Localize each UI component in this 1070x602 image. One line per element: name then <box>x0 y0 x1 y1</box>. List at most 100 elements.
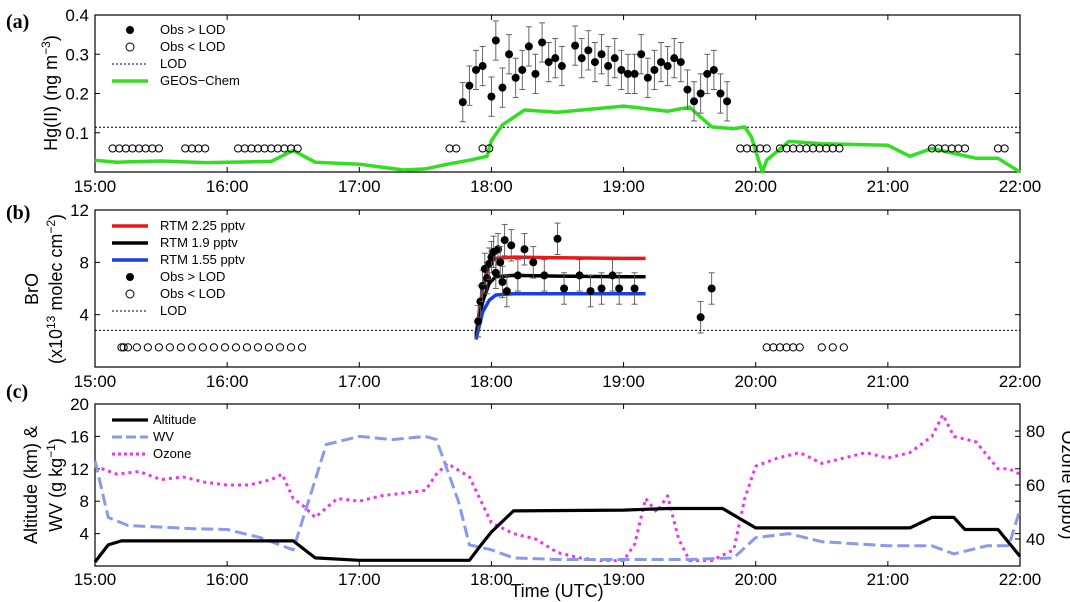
panel-a-obs-above-lod-point <box>524 42 533 51</box>
panel-a-obs-above-lod-point <box>703 69 712 78</box>
panel-a-obs-above-lod-point <box>590 58 599 67</box>
panel-a-obs-below-lod-point <box>782 144 791 153</box>
panel-a-xtick-label: 22:00 <box>999 177 1042 196</box>
panel-a-obs-above-lod-point <box>670 54 679 63</box>
panel-b-obs-above-lod-point <box>597 284 606 293</box>
panel-a-obs-below-lod-point <box>181 144 190 153</box>
panel-b-xtick-label: 16:00 <box>206 372 249 391</box>
panel-b-obs-above-lod-point <box>608 271 617 280</box>
panel-b-obs-above-lod-point <box>529 258 538 267</box>
panel-b-legend-obs-above-marker <box>126 273 134 281</box>
panel-b-obs-below-lod-point <box>769 343 778 352</box>
panel-a-xtick-label: 21:00 <box>867 177 910 196</box>
panel-a-xtick-label: 20:00 <box>734 177 777 196</box>
panel-a-obs-above-lod-point <box>716 89 725 98</box>
panel-a-geos-chem-line <box>94 104 1021 174</box>
panel-c-right-ytick-label: 60 <box>1026 476 1045 495</box>
panel-a-obs-above-lod-point <box>604 62 613 71</box>
panel-a-obs-below-lod-point <box>789 144 798 153</box>
panel-a-obs-below-lod-point <box>280 144 289 153</box>
panel-a-obs-above-lod-point <box>544 58 553 67</box>
panel-a-obs-above-lod-point <box>511 73 520 82</box>
panel-a-obs-above-lod-point <box>557 62 566 71</box>
panel-c-label: (c) <box>6 381 28 403</box>
panel-a-obs-below-lod-point <box>947 144 956 153</box>
panel-c-ytick-label: 4 <box>80 525 89 544</box>
panel-b-xtick-label: 19:00 <box>602 372 645 391</box>
panel-a-xtick-label: 18:00 <box>470 177 513 196</box>
panel-a: (a) Hg(II) (ng m−3) 15:00 16:00 17:00 18:00… <box>6 6 1041 196</box>
panel-c-xtick-label: 20:00 <box>734 570 777 589</box>
panel-b-ytick-label: 12 <box>70 201 89 220</box>
panel-b-obs-below-lod-point <box>143 343 152 352</box>
panel-b-obs-below-lod-point <box>775 343 785 352</box>
panel-c-ozone-line <box>94 413 1021 563</box>
panel-a-obs-above-lod-point <box>723 97 732 106</box>
panel-a-obs-below-lod-point <box>736 144 745 153</box>
panel-a-obs-below-lod-point <box>954 144 963 153</box>
panel-a-obs-below-lod-point <box>822 144 831 153</box>
panel-b: (b) BrO (x1013 molec cm−2) 15:00 16:00 17:… <box>6 201 1041 391</box>
panel-a-obs-below-lod-point <box>293 144 302 153</box>
panel-b-obs-above-lod-point <box>478 281 487 290</box>
panel-a-obs-above-lod-point <box>676 58 685 67</box>
panel-a-obs-above-lod-point <box>458 98 467 107</box>
panel-a-obs-above-lod-point <box>623 69 632 78</box>
panel-b-legend-label: RTM 1.9 pptv <box>160 235 238 250</box>
panel-b-obs-above-lod-point <box>513 271 522 280</box>
panel-b-xtick-label: 20:00 <box>734 372 777 391</box>
panel-c-xtick-label: 21:00 <box>867 570 910 589</box>
panel-a-obs-below-lod-point <box>128 144 137 153</box>
panel-a-obs-below-lod-point <box>234 144 243 153</box>
panel-a-obs-above-lod-point <box>465 81 474 90</box>
panel-b-obs-below-lod-point <box>782 343 791 352</box>
panel-a-obs-below-lod-point <box>993 144 1003 153</box>
panel-b-obs-below-lod-point <box>297 343 307 352</box>
panel-b-obs-above-lod-point <box>540 271 549 280</box>
panel-a-obs-below-lod-point <box>835 144 844 153</box>
panel-b-ylabel-1: BrO <box>22 273 42 305</box>
panel-b-obs-above-lod-point <box>502 287 511 296</box>
panel-b-obs-below-lod-point <box>264 343 274 352</box>
panel-b-obs-above-lod-point <box>575 271 584 280</box>
panel-b-obs-above-lod-point <box>507 241 516 250</box>
panel-b-rtm-line-2 <box>474 291 646 340</box>
panel-a-obs-below-lod-point <box>247 144 256 153</box>
panel-a-obs-below-lod-point <box>1000 144 1009 153</box>
panel-a-obs-below-lod-point <box>802 144 811 153</box>
panel-b-obs-above-lod-point <box>483 274 492 283</box>
panel-b-legend-obs-below-marker <box>125 289 135 299</box>
panel-b-frame <box>94 209 1021 368</box>
panel-a-obs-above-lod-point <box>491 36 500 45</box>
panel-b-obs-below-lod-point <box>839 343 848 352</box>
panel-a-obs-below-lod-point <box>795 144 804 153</box>
panel-c-legend-label: WV <box>153 429 174 444</box>
panel-a-obs-below-lod-point <box>808 144 818 153</box>
panel-b-legend-label: RTM 1.55 pptv <box>160 252 246 267</box>
panel-a-obs-below-lod-point <box>815 144 824 153</box>
panel-a-obs-below-lod-point <box>273 144 282 153</box>
panel-a-obs-below-lod-point <box>775 144 785 153</box>
panel-a-obs-above-lod-point <box>538 38 547 47</box>
panel-c-xtick-label: 16:00 <box>206 570 249 589</box>
panel-a-obs-above-lod-point <box>610 54 619 63</box>
panel-a-legend-label: GEOS−Chem <box>160 73 240 88</box>
panel-a-obs-below-lod-point <box>485 144 494 153</box>
panel-b-xtick-label: 18:00 <box>470 372 513 391</box>
panel-a-obs-above-lod-point <box>650 65 659 74</box>
panel-a-xtick-label: 16:00 <box>206 177 249 196</box>
panel-b-obs-below-lod-point <box>242 343 252 352</box>
panel-b-obs-below-lod-point <box>231 343 241 352</box>
panel-b-xtick-label: 15:00 <box>74 372 117 391</box>
panel-c-ylabel-right: Ozone (ppbv) <box>1058 430 1070 539</box>
panel-a-obs-below-lod-point <box>253 144 263 153</box>
panel-b-obs-below-lod-point <box>275 343 285 352</box>
panel-a-obs-below-lod-point <box>108 144 117 153</box>
panel-a-obs-below-lod-point <box>762 144 771 153</box>
panel-a-obs-below-lod-point <box>141 144 150 153</box>
panel-b-obs-below-lod-point <box>220 343 230 352</box>
panel-a-obs-below-lod-point <box>478 144 487 153</box>
panel-c-altitude-line <box>93 506 1022 563</box>
panel-a-obs-below-lod-point <box>828 144 837 153</box>
panel-b-ytick-label: 8 <box>80 253 89 272</box>
